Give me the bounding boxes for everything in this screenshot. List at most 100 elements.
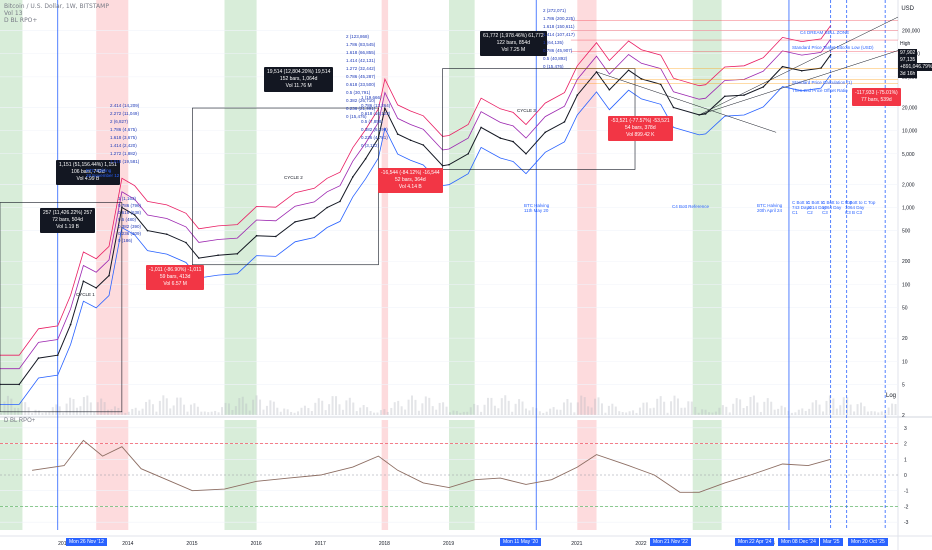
volume-bar xyxy=(255,395,258,415)
volume-bar xyxy=(600,403,603,415)
volume-bar xyxy=(714,411,717,415)
annotation-note: Standard Price Target Bitcoin Low (USD) xyxy=(792,45,874,50)
volume-bar xyxy=(462,411,465,415)
volume-bar xyxy=(100,398,103,415)
volume-bar xyxy=(459,412,462,415)
volume-bar xyxy=(880,411,883,415)
volume-bar xyxy=(107,409,110,415)
volume-bar xyxy=(328,404,331,415)
volume-bar xyxy=(134,407,137,415)
volume-bar xyxy=(248,410,251,415)
volume-bar xyxy=(217,412,220,415)
indicator-line xyxy=(32,439,831,493)
volume-bar xyxy=(345,400,348,415)
volume-bar xyxy=(635,412,638,415)
volume-bar xyxy=(455,410,458,415)
cycle-label: CYCLE 2 xyxy=(284,175,303,180)
volume-bar xyxy=(411,395,414,415)
volume-bar xyxy=(62,412,65,415)
volume-bar xyxy=(777,408,780,415)
price-point xyxy=(659,83,662,86)
volume-bar xyxy=(773,409,776,415)
volume-bar xyxy=(442,402,445,415)
fib-label: 0.236 (309) xyxy=(118,231,142,236)
volume-bar xyxy=(683,407,686,415)
annotation-note: Standard Price Calculation (1) xyxy=(792,80,853,85)
fib-label: 1.786 (4,675) xyxy=(110,127,137,132)
volume-bar xyxy=(500,398,503,415)
fib-label: 1.414 (42,131) xyxy=(346,58,376,63)
date-badge[interactable]: Mon 22 Apr '24 xyxy=(735,538,775,546)
price-point xyxy=(595,71,598,73)
volume-bar xyxy=(390,407,393,415)
volume-bar xyxy=(825,400,828,415)
volume-bar xyxy=(514,403,517,415)
volume-bar xyxy=(210,411,213,415)
volume-bar xyxy=(44,412,47,415)
fib-label: 0.382 (26,710) xyxy=(346,98,376,103)
volume-bar xyxy=(189,404,192,415)
price-point xyxy=(82,280,85,282)
volume-bar xyxy=(614,406,617,415)
volume-bar xyxy=(383,409,386,415)
volume-bar xyxy=(48,411,51,415)
volume-bar xyxy=(41,412,44,415)
volume-bar xyxy=(445,406,448,415)
volume-bar xyxy=(51,407,54,415)
volume-bar xyxy=(780,405,783,415)
date-badge[interactable]: Mon 11 May '20 xyxy=(500,538,542,546)
volume-bar xyxy=(497,408,500,415)
volume-bar xyxy=(31,412,34,415)
fib-label: 0.786 (45,287) xyxy=(346,74,376,79)
volume-bar xyxy=(752,395,755,415)
fib-label: 1.618 (19,581) xyxy=(110,159,140,164)
volume-bar xyxy=(832,398,835,415)
date-badge[interactable]: Mon 08 Dec '24 xyxy=(778,538,819,546)
price-tag: 3d 16h xyxy=(898,70,918,78)
fib-label: 0 (186) xyxy=(118,238,133,243)
annotation-note: Then 2nd Price Offset Ratio xyxy=(792,88,848,93)
ind-tick-label: 2 xyxy=(904,442,907,448)
fib-label: 1.618 (150,611) xyxy=(543,24,575,29)
volume-bar xyxy=(124,412,127,415)
date-badge[interactable]: Mar '25 xyxy=(820,538,843,546)
volume-bar xyxy=(145,401,148,415)
price-point xyxy=(499,137,502,139)
volume-bar xyxy=(162,395,165,415)
volume-bar xyxy=(120,411,123,415)
volume-bar xyxy=(314,402,317,415)
volume-bar xyxy=(476,405,479,415)
y-tick-label: 200 xyxy=(902,259,911,265)
log-scale-toggle[interactable]: Log xyxy=(886,393,897,399)
date-badge[interactable]: Mon 26 Nov '12 xyxy=(66,538,107,546)
volume-bar xyxy=(141,408,144,415)
volume-bar xyxy=(449,412,451,415)
volume-bar xyxy=(718,407,721,415)
volume-bar xyxy=(355,411,358,415)
volume-bar xyxy=(324,410,327,415)
price-point xyxy=(627,69,630,72)
y-tick-label: 5,000 xyxy=(902,152,915,158)
volume-bar xyxy=(860,402,863,415)
date-badge[interactable]: Mon 21 Nov '22 xyxy=(650,538,691,546)
volume-bar xyxy=(37,410,40,415)
date-badge[interactable]: Mon 20 Oct '25 xyxy=(848,538,888,546)
volume-bar xyxy=(742,408,745,415)
volume-bar xyxy=(666,412,669,415)
upper-band xyxy=(0,25,832,356)
fib-label: 0.382 (390) xyxy=(118,224,142,229)
fib-label: 1 (1,163) xyxy=(118,196,137,201)
volume-bar xyxy=(297,411,300,415)
volume-bar xyxy=(352,402,355,415)
trend-line xyxy=(699,50,899,116)
fib-label: 2.414 (14,209) xyxy=(110,103,140,108)
red-band-ind xyxy=(577,420,597,530)
volume-bar xyxy=(317,398,320,415)
volume-bar xyxy=(89,402,92,415)
price-point xyxy=(640,78,643,80)
volume-bar xyxy=(849,404,852,415)
volume-bar xyxy=(552,407,555,415)
price-point xyxy=(409,139,412,142)
volume-bar xyxy=(176,397,179,415)
ind-tick-label: 3 xyxy=(904,426,907,432)
